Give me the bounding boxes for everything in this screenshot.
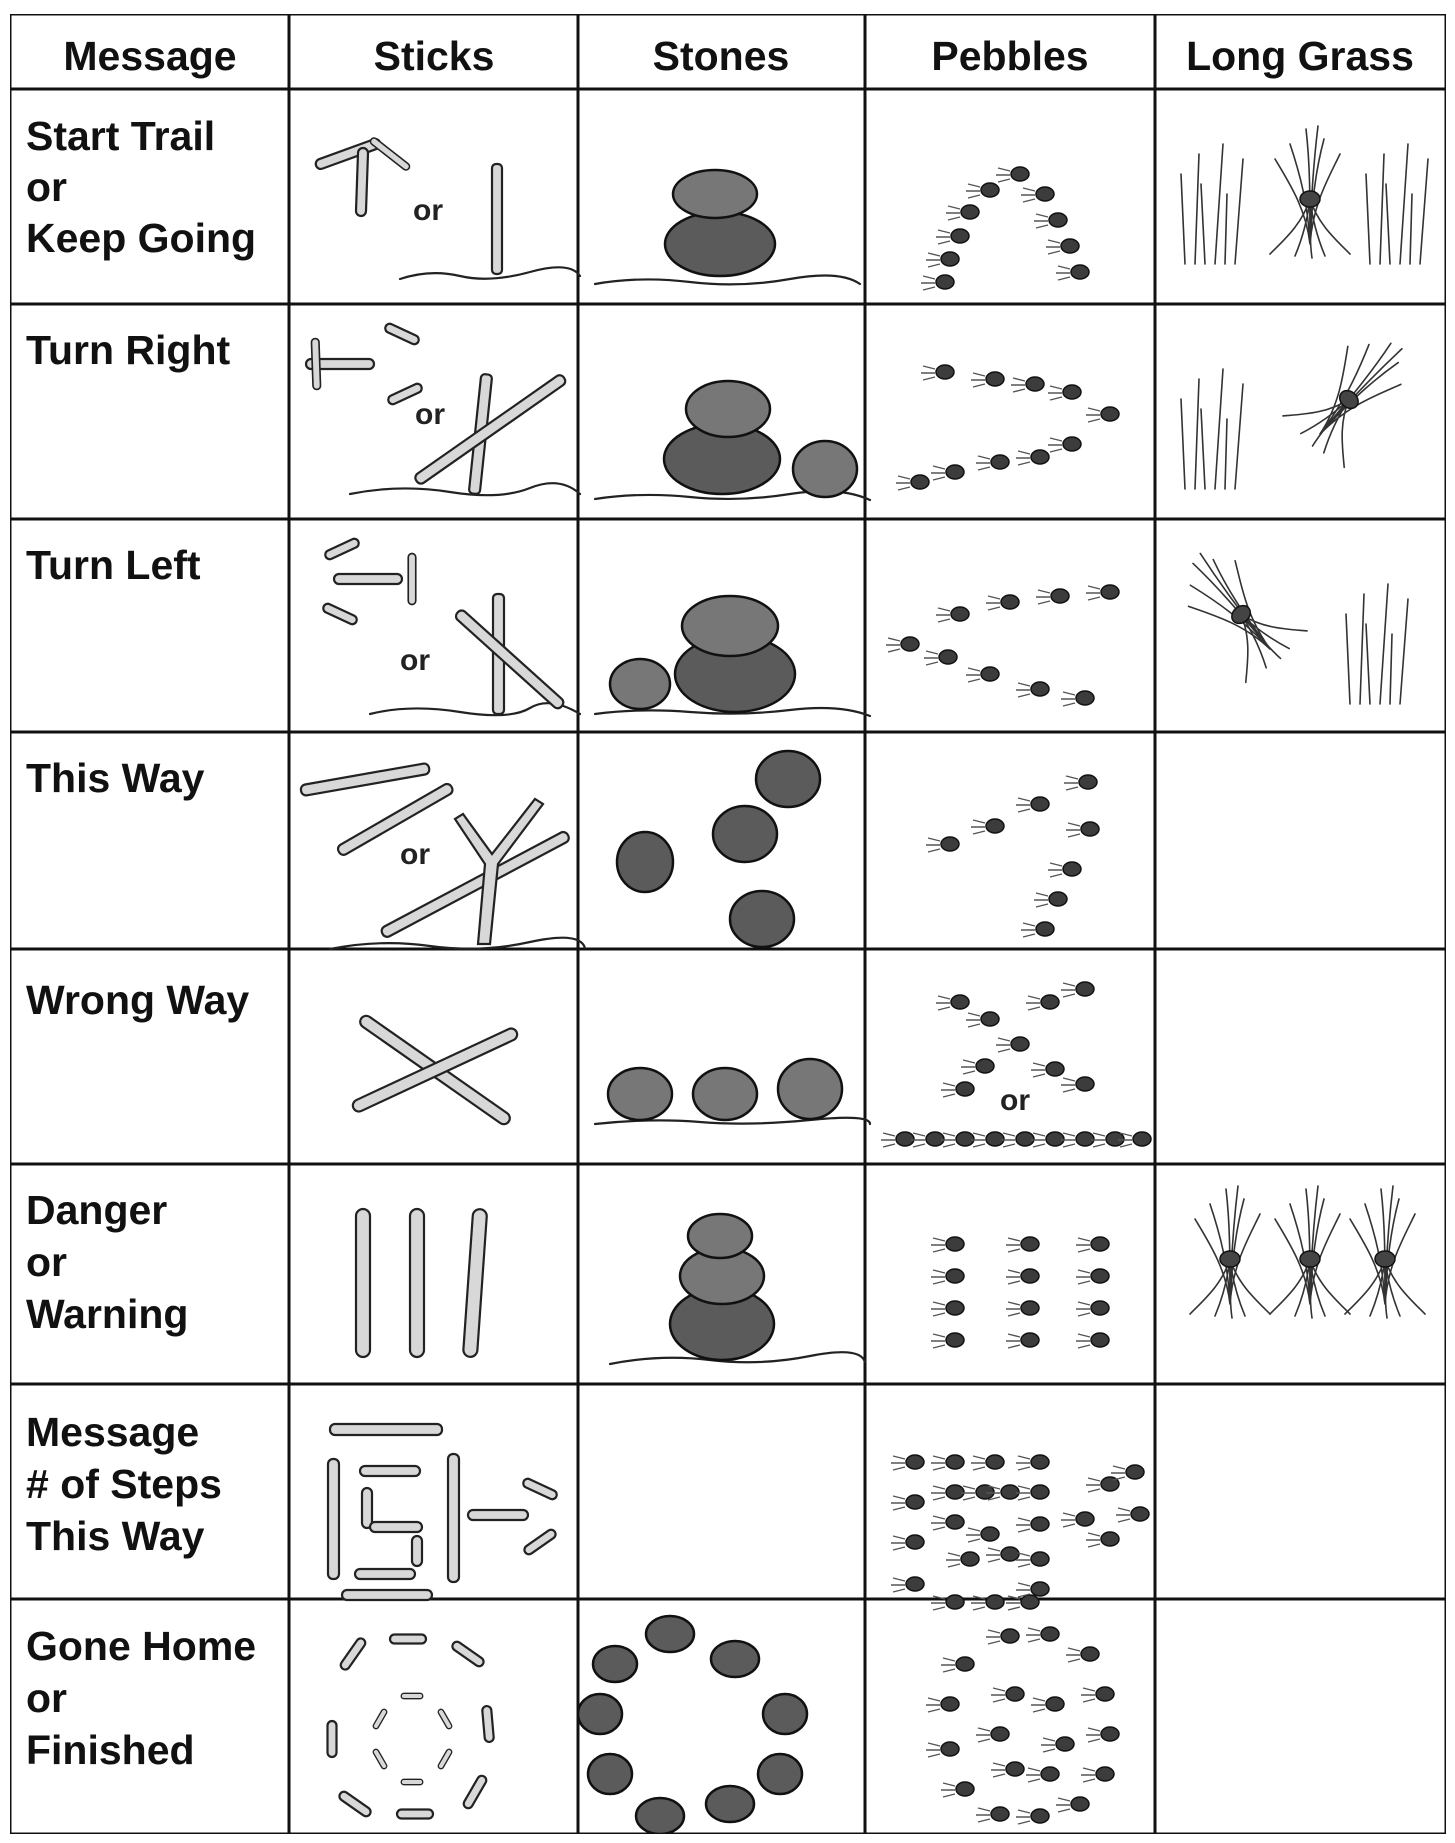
wrong-way-or: or — [1000, 1084, 1030, 1117]
header-pebbles: Pebbles — [931, 33, 1088, 79]
row-5-label: Wrong Way — [26, 977, 249, 1023]
row-8-label-line-2: or — [26, 1675, 67, 1721]
row-2-label: Turn Right — [26, 327, 231, 373]
turn-left-pebbles-icon — [885, 584, 1120, 707]
header-row: Message Sticks Stones Pebbles Long Grass — [63, 33, 1414, 79]
trail-signs-chart: Message Sticks Stones Pebbles Long Grass… — [10, 14, 1446, 1834]
turn-left-sticks-icon — [320, 536, 582, 717]
wrong-way-stones-icon — [593, 1057, 872, 1126]
grid-lines — [10, 14, 1446, 1834]
danger-sticks-icon — [354, 1207, 488, 1359]
gone-home-stones-icon — [576, 1614, 809, 1834]
row-1-label-line-3: Keep Going — [26, 215, 256, 261]
header-long-grass: Long Grass — [1186, 33, 1414, 79]
row-8-label-line-1: Gone Home — [26, 1623, 256, 1669]
danger-pebbles-icon — [930, 1236, 1110, 1349]
this-way-pebbles-icon — [925, 774, 1100, 938]
row-8-label-line-3: Finished — [26, 1727, 195, 1773]
turn-left-stones-icon — [593, 594, 872, 718]
this-way-sticks-icon — [299, 762, 587, 951]
row-4-label: This Way — [26, 755, 205, 801]
turn-right-grass-icon — [1180, 317, 1428, 490]
row-6-label-line-3: Warning — [26, 1291, 188, 1337]
wrong-way-pebbles-icon — [880, 981, 1152, 1148]
turn-right-pebbles-icon — [895, 364, 1120, 491]
row-6-label-line-1: Danger — [26, 1187, 167, 1233]
danger-grass-icon — [1189, 1185, 1426, 1319]
danger-stones-icon — [608, 1212, 867, 1366]
row-7-label-line-2: # of Steps — [26, 1461, 222, 1507]
start-trail-or: or — [413, 194, 443, 227]
wrong-way-sticks-icon — [351, 1014, 519, 1126]
message-column: Start Trail or Keep Going Turn Right Tur… — [26, 113, 256, 1773]
header-message: Message — [63, 33, 236, 79]
row-3-label: Turn Left — [26, 542, 201, 588]
trail-signs-table: Message Sticks Stones Pebbles Long Grass… — [10, 14, 1446, 1834]
turn-right-or: or — [415, 398, 445, 431]
steps-pebbles-icon — [890, 1454, 1150, 1611]
header-sticks: Sticks — [374, 33, 495, 79]
turn-right-stones-icon — [593, 379, 872, 502]
row-7-label-line-3: This Way — [26, 1513, 205, 1559]
this-way-or: or — [400, 838, 430, 871]
header-stones: Stones — [653, 33, 790, 79]
start-trail-pebbles-icon — [920, 166, 1090, 291]
row-7-label-line-1: Message — [26, 1409, 199, 1455]
start-trail-stones-icon — [593, 168, 862, 286]
turn-right-sticks-icon — [304, 321, 582, 497]
row-6-label-line-2: or — [26, 1239, 67, 1285]
turn-left-grass-icon — [1162, 532, 1409, 705]
row-1-label-line-1: Start Trail — [26, 113, 215, 159]
start-trail-sticks-icon — [313, 135, 582, 281]
row-1-label-line-2: or — [26, 164, 67, 210]
turn-left-or: or — [400, 644, 430, 677]
start-trail-grass-icon — [1180, 125, 1429, 265]
steps-sticks-icon — [326, 1422, 560, 1602]
gone-home-pebbles-icon — [925, 1626, 1120, 1825]
gone-home-sticks-icon — [326, 1633, 496, 1820]
this-way-stones-icon — [615, 749, 822, 949]
